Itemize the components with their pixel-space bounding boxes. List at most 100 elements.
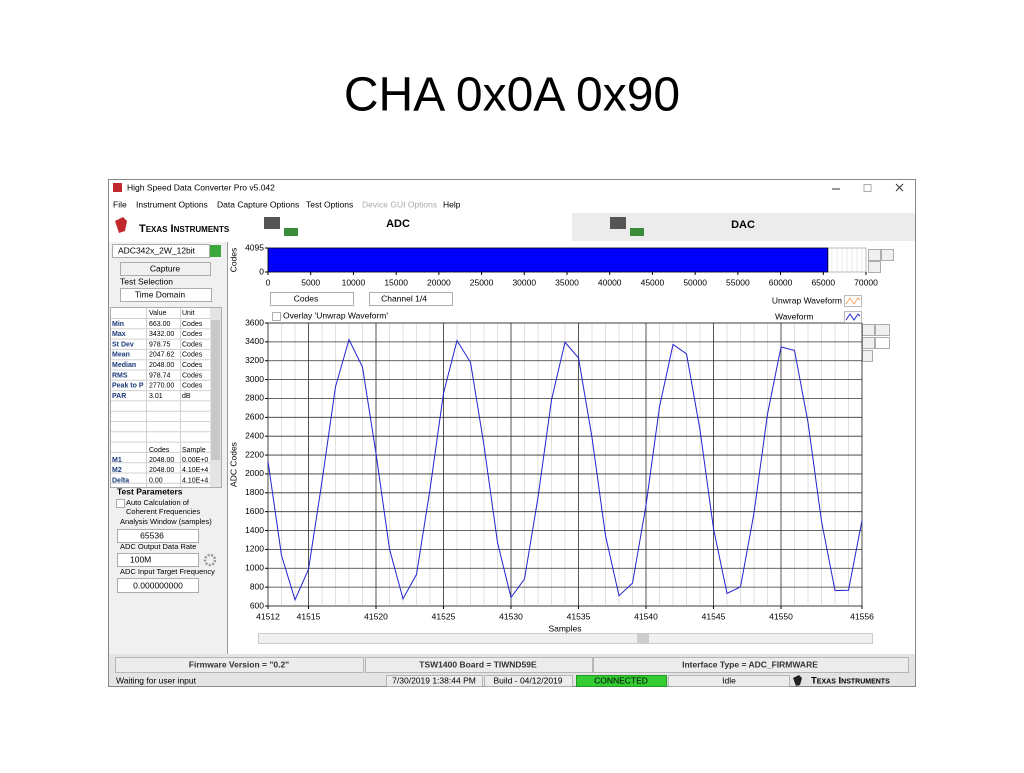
table-cell: 0.00 — [149, 477, 163, 484]
y-tick-label: 1200 — [245, 544, 264, 554]
menu-item[interactable]: Instrument Options — [136, 199, 208, 209]
table-cell: 978.75 — [149, 341, 171, 348]
device-select[interactable] — [112, 244, 210, 258]
data-rate[interactable] — [117, 553, 199, 567]
capture: Capture — [150, 263, 181, 273]
x-tick-label: 0 — [266, 277, 271, 287]
y-axis-title: ADC Codes — [228, 442, 238, 487]
board: TSW1400 Board = TIWND59E — [419, 659, 537, 669]
units-select-value: Codes — [294, 293, 319, 303]
zoom-tools[interactable] — [862, 249, 894, 362]
device-ok[interactable] — [210, 245, 221, 257]
adc-icon[interactable] — [264, 217, 280, 229]
units-select[interactable] — [270, 292, 354, 306]
table-cell: Min — [112, 321, 124, 328]
analysis-window[interactable] — [117, 529, 199, 543]
x-tick-label: 41550 — [769, 611, 793, 621]
legend-label: Unwrap Waveform — [772, 295, 842, 305]
menu-item[interactable]: Device GUI Options — [362, 199, 437, 209]
adc-board-icon — [284, 228, 298, 236]
dac-icon[interactable] — [610, 217, 626, 229]
data-rate-label: ADC Output Data Rate — [120, 542, 196, 551]
tab-adc[interactable]: ADC — [386, 218, 410, 230]
overlay-label: Overlay 'Unwrap Waveform' — [283, 310, 388, 320]
table-scroll-thumb[interactable] — [211, 320, 220, 460]
connection: CONNECTED — [594, 675, 648, 685]
table-cell: 3432.00 — [149, 331, 174, 338]
h-scrollbar[interactable] — [258, 633, 873, 644]
table-cell: 3.01 — [149, 393, 163, 400]
legend-icon — [845, 313, 861, 321]
test-selection-value: Time Domain — [135, 289, 185, 299]
y-axis-title: Codes — [228, 248, 238, 273]
y-tick-label: 3200 — [245, 355, 264, 365]
app-icon — [113, 183, 122, 192]
table-header: Unit — [182, 310, 195, 317]
x-tick-label: 41530 — [499, 611, 523, 621]
y-tick-label: 3400 — [245, 336, 264, 346]
y-tick-label: 600 — [250, 600, 264, 610]
auto-calc-checkbox[interactable] — [116, 499, 125, 508]
x-tick-label: 41545 — [702, 611, 726, 621]
menu-item[interactable]: Test Options — [306, 199, 353, 209]
x-tick-label: 40000 — [598, 277, 622, 287]
table-cell: Codes — [182, 362, 203, 369]
x-tick-label: 25000 — [470, 277, 494, 287]
status-build: Build - 04/12/2019 — [494, 675, 563, 685]
window-title: High Speed Data Converter Pro v5.042 — [127, 182, 275, 192]
y-tick-label: 800 — [250, 581, 264, 591]
table-cell: 2770.00 — [149, 383, 174, 390]
connection-indicator — [576, 675, 667, 687]
table-cell: 978.74 — [149, 372, 171, 379]
ti-logo-mark — [115, 217, 127, 233]
table-cell: Codes — [182, 321, 203, 328]
legend-label: Waveform — [775, 311, 813, 321]
dac-board-icon — [630, 228, 644, 236]
menu-bar: File Instrument Options Data Capture Optio… — [113, 199, 461, 209]
table-cell: PAR — [112, 393, 126, 400]
table-header: Sample — [182, 447, 206, 454]
tab-dac[interactable]: DAC — [731, 219, 755, 231]
table-header: Codes — [149, 447, 170, 454]
y-tick-label: 2400 — [245, 430, 264, 440]
table-cell: M2 — [112, 467, 122, 474]
x-tick-label: 30000 — [512, 277, 536, 287]
settings-gear[interactable] — [203, 553, 217, 567]
x-tick-label: 41512 — [256, 611, 280, 621]
capture-button[interactable] — [120, 262, 211, 276]
table-cell: 2048.00 — [149, 457, 174, 464]
x-axis-title: Samples — [548, 623, 581, 633]
y-tick-label: 4095 — [245, 242, 264, 252]
test-selection-label: Test Selection — [120, 276, 173, 286]
x-tick-label: 70000 — [854, 277, 878, 287]
menu-item[interactable]: File — [113, 199, 127, 209]
target-freq[interactable] — [117, 578, 199, 593]
test-selection[interactable] — [120, 288, 212, 302]
x-tick-label: 41520 — [364, 611, 388, 621]
status-message: Waiting for user input — [116, 675, 197, 685]
table-cell: 4.10E+4 — [182, 467, 208, 474]
channel-select[interactable] — [369, 292, 453, 306]
auto-calc-label: Auto Calculation of — [126, 498, 190, 507]
status-logo: Texas Instruments — [811, 676, 890, 687]
menu-item[interactable]: Help — [443, 199, 461, 209]
status-datetime: 7/30/2019 1:38:44 PM — [392, 675, 476, 685]
y-tick-label: 1600 — [245, 506, 264, 516]
overlay-checkbox[interactable] — [272, 312, 281, 321]
table-cells: Value Unit Min 663.00 Codes Max 3432.00 Codes St… — [111, 308, 210, 487]
table-cell: Max — [112, 331, 126, 338]
x-tick-label: 15000 — [384, 277, 408, 287]
h-scroll-thumb[interactable] — [637, 634, 649, 643]
x-tick-label: 5000 — [301, 277, 320, 287]
table-header: Value — [149, 310, 166, 317]
y-tick-label: 1400 — [245, 525, 264, 535]
table-cell: 0.00E+0 — [182, 457, 208, 464]
menu-item[interactable]: Data Capture Options — [217, 199, 299, 209]
y-tick-label: 3000 — [245, 374, 264, 384]
y-tick-label: 1000 — [245, 563, 264, 573]
table-cell: Codes — [182, 352, 203, 359]
table-cell: 2048.00 — [149, 467, 174, 474]
table-cell: Mean — [112, 352, 130, 359]
